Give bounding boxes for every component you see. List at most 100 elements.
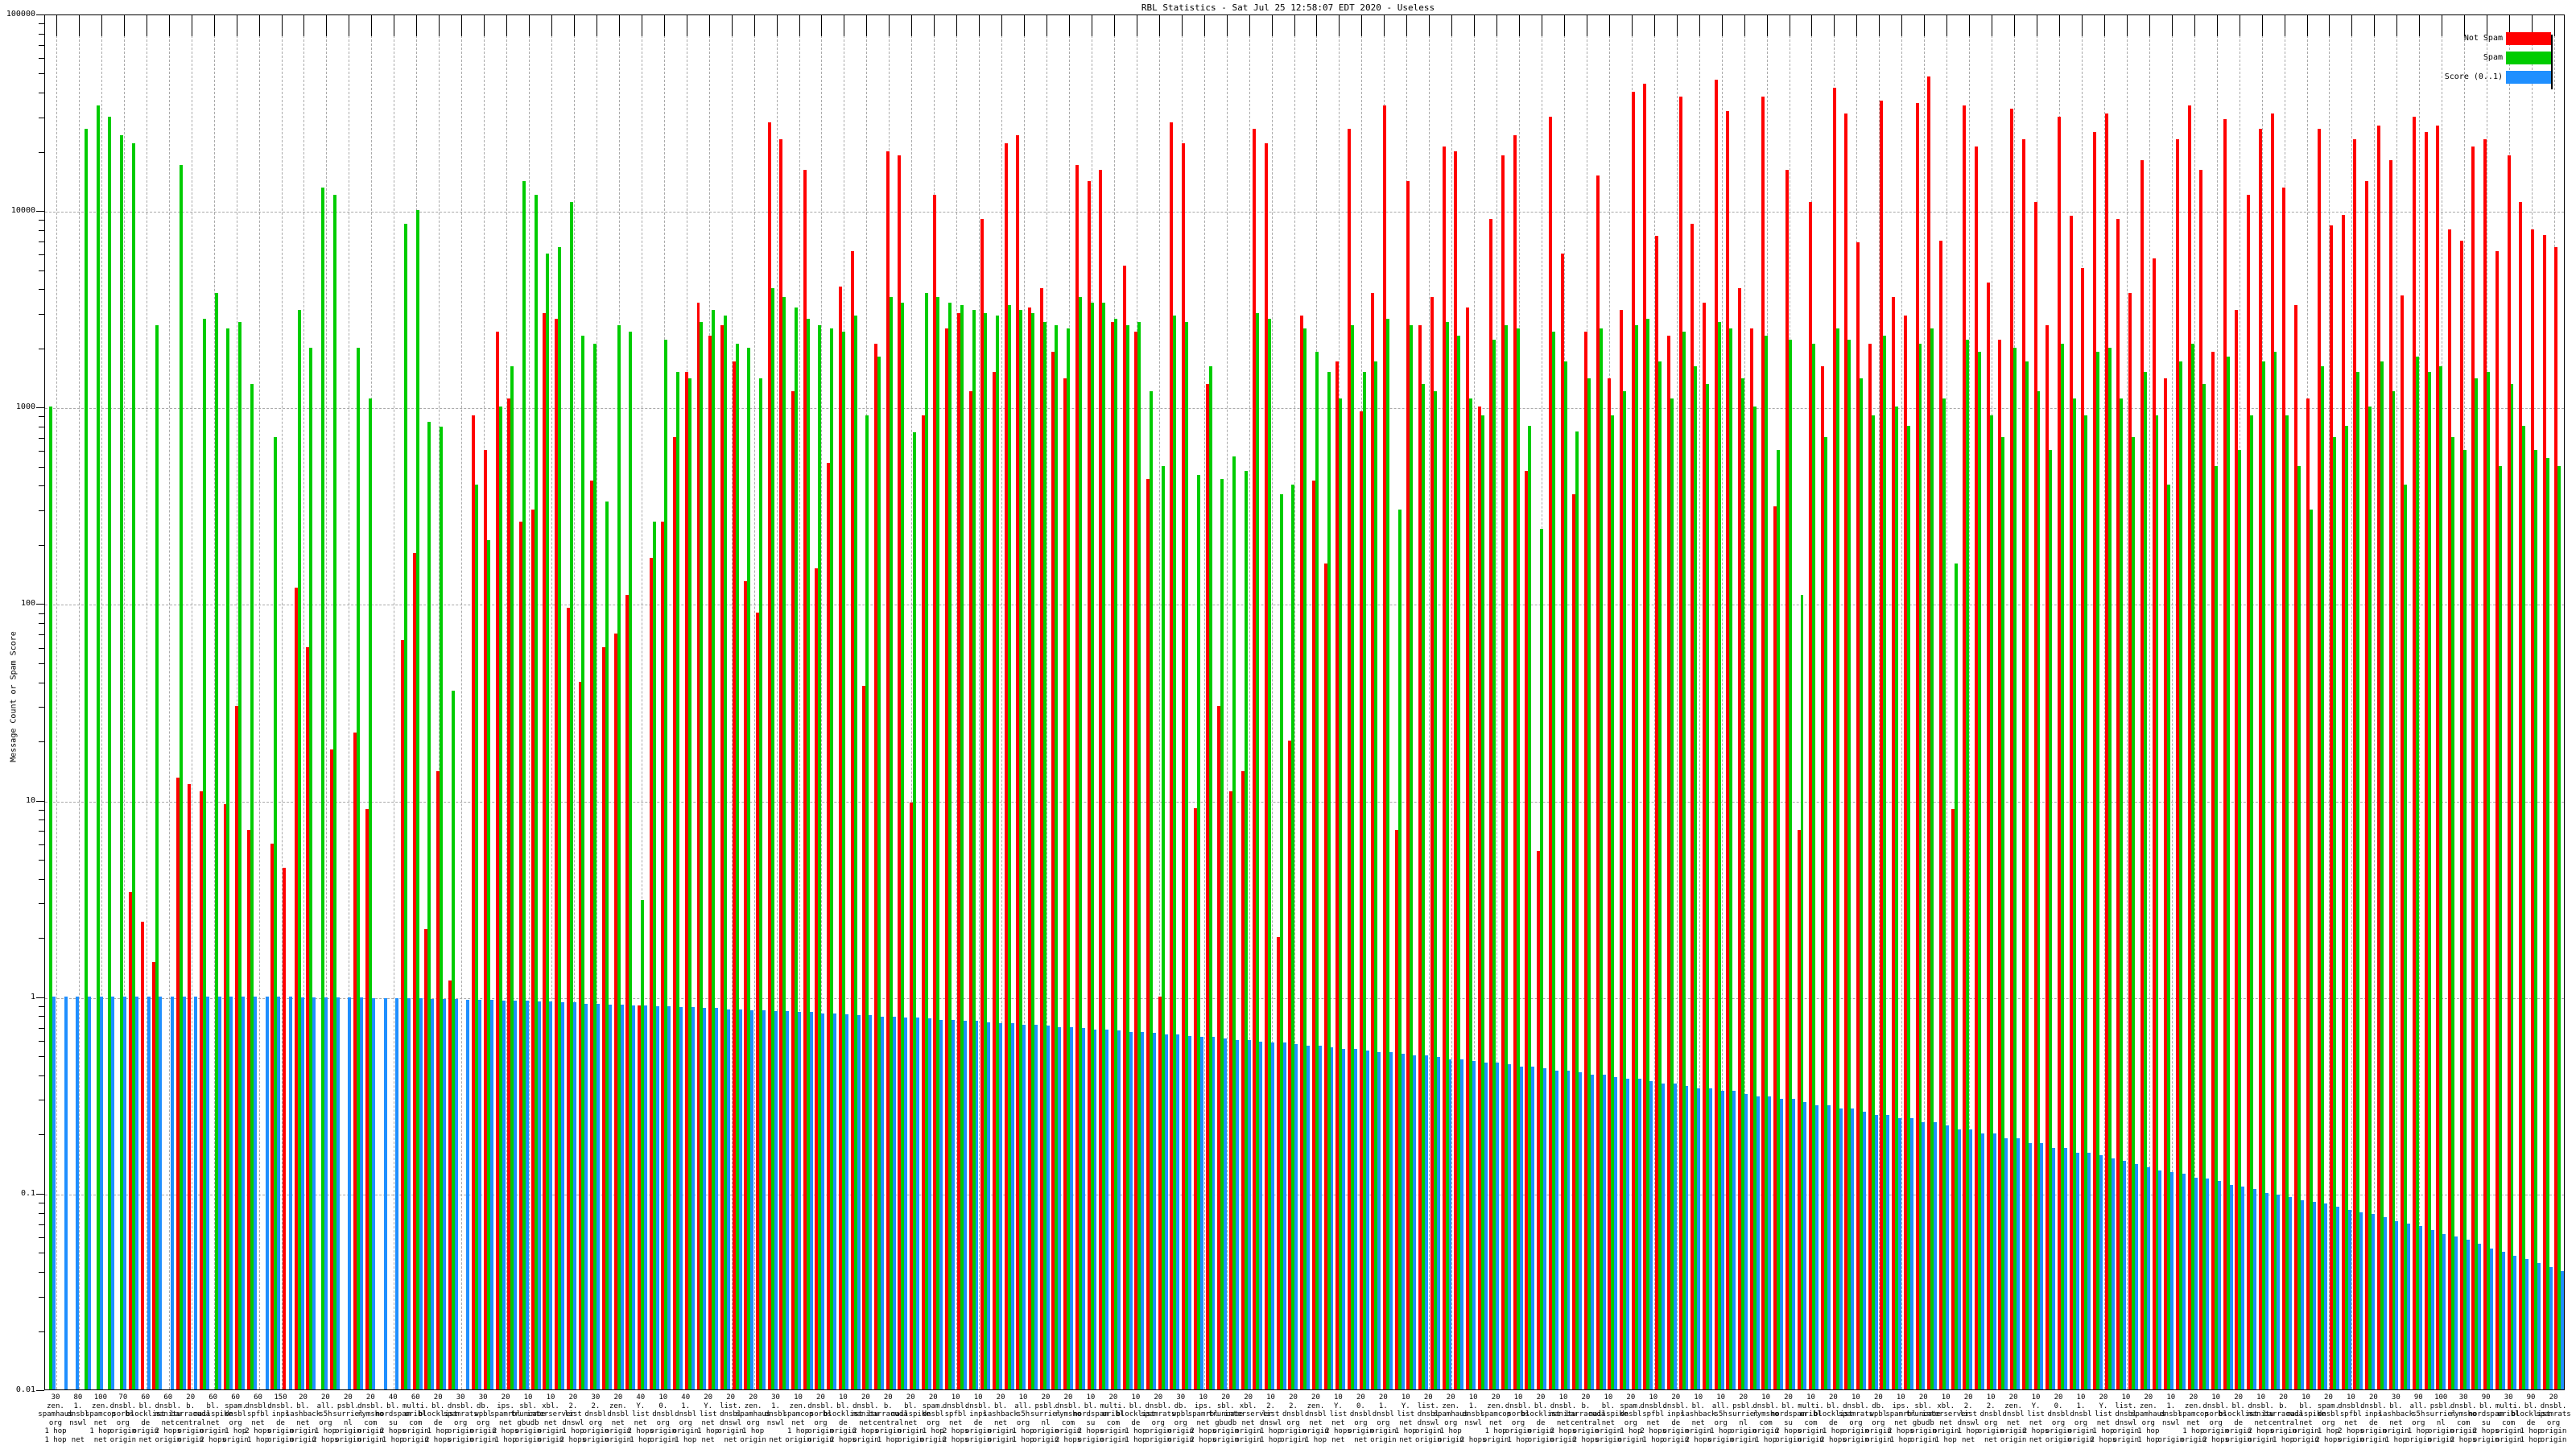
x-tick-label-line: origin [830,1427,857,1435]
x-tick-label-line: origin [335,1435,361,1444]
x-tick-label: 20 db. wpbl org origin origin [1854,1393,1902,1444]
bar [945,328,949,1389]
bar [1765,335,1769,1389]
bar [1732,1091,1736,1389]
x-top-tick [1001,15,1003,36]
x-gridline [78,15,80,1389]
x-tick-label-line: origin [1662,1435,1689,1444]
bar [2368,407,2372,1389]
bar [1835,328,1839,1389]
x-tick-label-line: 1 hop [1889,1435,1912,1444]
x-gridline [1946,15,1948,1389]
x-top-tick [708,15,710,36]
x-tick-label-line: spamrbl [490,1410,522,1418]
x-tick-label-line: origin [537,1435,564,1444]
x-tick-label-line: origin [2405,1435,2432,1444]
x-top-tick [889,15,890,36]
x-tick-label-line: net [1601,1418,1616,1427]
x-tick-label-line: 20 [883,1393,893,1402]
x-tick-label-line: org [2141,1418,2155,1427]
x-tick-label-line: bl. [993,1402,1008,1410]
bar [424,929,428,1389]
bar [1548,116,1552,1389]
x-tick-label: 20 spam. dnsbl org 1 hop origin [909,1393,957,1444]
x-tick-label-line: 2 hops [245,1427,271,1435]
bar [1468,398,1472,1389]
x-tick-label-line: dnsbl. [1145,1402,1172,1410]
x-tick-label-line: org [1872,1418,1885,1427]
bar [2285,415,2289,1389]
x-top-tick [56,15,57,36]
x-tick-label-line: spamrats [1838,1410,1874,1418]
x-tick-label-line: 10 [1806,1393,1815,1402]
bar [1039,288,1043,1389]
bar [566,607,570,1389]
x-tick-label-line: de [433,1418,443,1427]
y-minor-tick [39,229,44,231]
x-tick-label-line: 1. [1378,1402,1388,1410]
x-tick-label-line: net [1241,1418,1255,1427]
x-tick-label-line: origin [2067,1427,2095,1435]
bar [1690,224,1695,1389]
x-tick-label-line: nordspam [2468,1410,2504,1418]
x-top-tick [1856,15,1858,36]
x-tick-label-line: 1 hop [1755,1435,1777,1444]
x-tick-label-line: 30 [2504,1393,2513,1402]
x-gridline [2194,15,2195,1389]
x-tick-label-line: origin [402,1427,429,1435]
x-tick-label-line: wpbl [474,1410,492,1418]
x-tick-label-line: 20 [749,1393,758,1402]
x-tick-label-line: 20 [299,1393,308,1402]
bar [498,407,502,1389]
x-tick-label-line: origin [987,1435,1014,1444]
bar [1362,372,1366,1389]
x-top-tick [1631,15,1633,36]
x-tick-label-line: blocklist [2511,1410,2551,1418]
x-tick-label-line: 1 hop [1125,1435,1147,1444]
bar [827,462,831,1389]
x-top-tick [1068,15,1070,36]
x-tick-label-line: bl. [296,1402,310,1410]
x-tick-label-line: spamrbl [1187,1410,1219,1418]
bar [147,996,151,1389]
bar [2099,1155,2103,1389]
x-tick-label-line: origin [267,1435,294,1444]
bar [1256,312,1260,1389]
x-tick-label-line: 2 hops [2248,1427,2274,1435]
bar [2321,366,2325,1389]
bars-layer [45,15,2564,1389]
x-tick-label-line: origin [1910,1435,1937,1444]
x-top-tick [1451,15,1453,36]
x-tick-label-line: 20 [1581,1393,1591,1402]
bar [2380,361,2384,1389]
bar [2395,1220,2399,1389]
x-tick-label-line: origin [2540,1427,2567,1435]
bar [329,749,333,1389]
bar [472,415,476,1389]
x-tick-label-line: net [769,1435,782,1444]
x-tick-label: 10 dnsbl. spfbl net 2 hops origin [2326,1393,2375,1444]
x-top-tick [371,15,373,36]
x-tick-label-line: origin [1414,1435,1442,1444]
x-tick-label-line: lashback [285,1410,321,1418]
x-tick-label-line: 10 [951,1393,960,1402]
bar [2135,1164,2139,1389]
x-gridline [979,15,980,1389]
bar [1871,415,1875,1389]
bar [1803,1101,1807,1389]
x-tick-label-line: 20 [1221,1393,1231,1402]
bar [1087,181,1091,1389]
x-tick-label-line: xbl. [542,1402,559,1410]
x-tick-label-line: 20 [1918,1393,1928,1402]
bar [2182,1174,2186,1389]
bar [2143,372,2147,1389]
y-minor-tick [39,663,44,664]
x-tick-label: 20 zen. spamhaus org 1 hop origin [729,1393,778,1444]
x-tick-label-line: psbl. [336,1402,359,1410]
x-tick-label-line: list. [1417,1402,1439,1410]
bar [738,1009,742,1389]
bar [486,539,490,1389]
bar [1311,481,1315,1389]
x-tick-label-line: dnsbl. [1550,1402,1577,1410]
bar [530,509,535,1389]
